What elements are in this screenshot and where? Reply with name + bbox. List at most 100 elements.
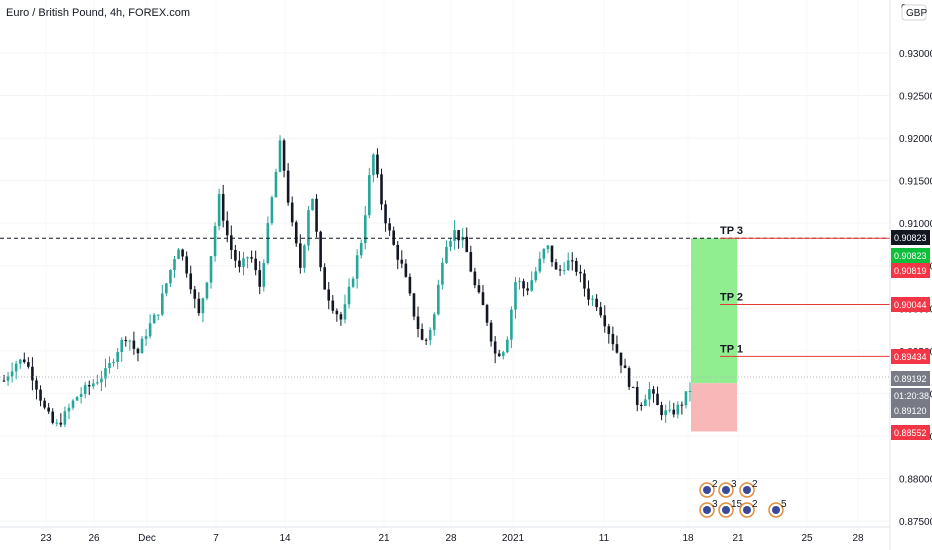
candle-body [656, 393, 659, 406]
time-tick-label: Dec [138, 533, 156, 544]
risk-reward-zones[interactable] [691, 238, 737, 432]
candle-body [92, 383, 95, 387]
candle-body [396, 244, 400, 260]
candle-body [388, 223, 391, 231]
candle-body [262, 263, 266, 287]
time-tick-label: 7 [213, 533, 219, 544]
candle-body [558, 269, 562, 271]
candle-body [31, 366, 34, 381]
candle-body [672, 409, 676, 415]
candle-body [116, 352, 119, 362]
take-profit-label: TP 3 [720, 225, 743, 237]
candle-body [286, 170, 290, 203]
candle-body [197, 298, 201, 314]
candlestick-series [2, 135, 692, 428]
candle-body [221, 194, 225, 221]
event-badge-count: 2 [752, 479, 758, 490]
candle-body [518, 281, 521, 283]
candle-body [213, 226, 217, 257]
candle-body [307, 210, 310, 246]
candle-body [660, 405, 663, 416]
candle-body [631, 386, 635, 388]
chart-grid [0, 52, 890, 522]
flag-icon [703, 506, 711, 514]
candle-body [441, 262, 444, 285]
candle-body [278, 140, 282, 172]
candle-body [355, 255, 359, 279]
candle-body [473, 271, 477, 286]
price-label-badge [891, 263, 930, 278]
candle-body [688, 391, 692, 393]
candle-body [501, 352, 505, 357]
candle-body [368, 175, 371, 216]
price-tick-label: 0.88000 [899, 474, 932, 485]
price-label-text: 0.89120 [894, 406, 927, 416]
candle-body [408, 276, 412, 294]
candle-body [10, 371, 14, 377]
candle-body [607, 326, 611, 334]
time-axis[interactable]: 23 26 Dec 7 14 21 28 2021 11 18 21 25 28 [0, 526, 890, 544]
candle-body [148, 323, 152, 337]
event-badge-count: 3 [712, 499, 718, 510]
price-label-badge [891, 297, 930, 312]
candle-body [327, 289, 331, 301]
candle-body [611, 333, 615, 345]
currency-button[interactable]: GBP [901, 4, 927, 21]
candle-body [570, 260, 574, 262]
flag-icon [743, 506, 751, 514]
candle-body [274, 171, 278, 198]
candle-body [128, 340, 132, 342]
candle-body [254, 258, 257, 271]
candle-body [201, 298, 205, 314]
candle-body [684, 391, 688, 406]
time-tick-label: 26 [88, 533, 100, 544]
candle-body [87, 385, 91, 387]
candle-body [664, 410, 667, 416]
profit-zone[interactable] [691, 238, 737, 384]
candle-body [489, 322, 493, 342]
candle-body [652, 389, 655, 394]
currency-button-box[interactable] [901, 4, 927, 21]
candle-body [583, 273, 586, 289]
candle-body [266, 223, 270, 264]
currency-button-label[interactable]: GBP [906, 8, 927, 19]
candle-body [299, 243, 302, 268]
candle-body [246, 257, 249, 259]
time-tick-label: 21 [378, 533, 390, 544]
candle-body [676, 404, 680, 415]
candle-body [404, 263, 408, 277]
candle-body [627, 368, 631, 387]
candle-body [457, 230, 460, 241]
price-tick-label: 0.91000 [899, 219, 932, 230]
candle-body [449, 240, 452, 247]
price-axis[interactable]: 0.875000.880000.885000.890000.895000.900… [889, 0, 932, 550]
chart-overlays[interactable]: TP 3 TP 2 TP 1 [0, 225, 890, 378]
price-label-text: 0.90823 [894, 251, 927, 261]
candle-body [238, 260, 241, 267]
event-badge-count: 2 [712, 479, 718, 490]
price-tick-label: 0.92500 [899, 92, 932, 103]
loss-zone[interactable] [691, 383, 737, 432]
candle-body [485, 305, 489, 323]
candle-body [181, 249, 184, 257]
event-badges[interactable]: 2 3 2 3 15 2 5 [699, 479, 787, 518]
price-label-text: 0.88552 [894, 428, 927, 438]
flag-icon [743, 486, 751, 494]
candle-body [566, 260, 570, 271]
candle-body [290, 202, 294, 223]
candle-body [75, 396, 79, 401]
candle-body [140, 338, 144, 354]
candle-body [108, 363, 111, 369]
candle-body [428, 329, 432, 341]
candle-body [514, 282, 517, 310]
candle-body [67, 407, 71, 412]
candle-body [311, 198, 314, 211]
candle-body [424, 339, 428, 341]
candle-body [71, 400, 75, 408]
candle-body [420, 328, 424, 340]
candle-body [481, 292, 485, 306]
candle-body [47, 407, 50, 412]
time-tick-label: 28 [852, 533, 864, 544]
